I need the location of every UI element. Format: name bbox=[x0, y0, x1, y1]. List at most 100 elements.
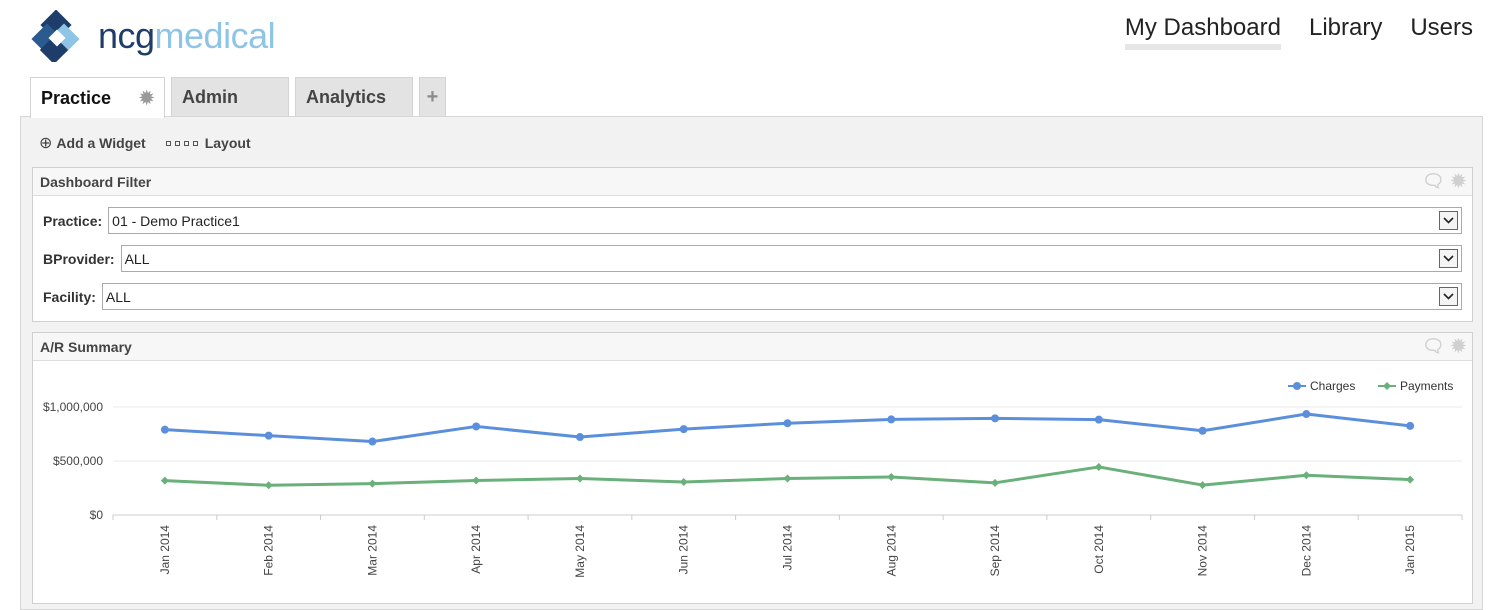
bprovider-select-value: ALL bbox=[124, 250, 150, 267]
gear-icon[interactable]: ✹ bbox=[1450, 171, 1466, 191]
bprovider-label: BProvider: bbox=[43, 250, 115, 267]
data-point-charges bbox=[368, 437, 377, 446]
add-widget-label: Add a Widget bbox=[56, 135, 146, 151]
practice-select-value: 01 - Demo Practice1 bbox=[112, 212, 240, 229]
series-line-charges bbox=[164, 412, 1411, 444]
x-tick-label: Mar 2014 bbox=[365, 525, 379, 576]
nav-my-dashboard[interactable]: My Dashboard bbox=[1124, 14, 1281, 50]
x-tick-label: Aug 2014 bbox=[884, 525, 898, 577]
data-point-payments bbox=[472, 476, 481, 485]
layout-button[interactable]: Layout bbox=[165, 133, 251, 153]
facility-filter-row: Facility: ALL bbox=[43, 283, 1462, 310]
bprovider-filter-row: BProvider: ALL bbox=[43, 245, 1462, 272]
legend-label: Payments bbox=[1400, 379, 1453, 393]
y-tick-label: $0 bbox=[90, 508, 104, 522]
data-point-charges bbox=[1198, 426, 1207, 435]
tab-analytics-label: Analytics bbox=[306, 87, 387, 107]
data-point-charges bbox=[575, 433, 584, 442]
data-point-payments bbox=[1094, 462, 1103, 471]
plus-icon: + bbox=[426, 86, 439, 108]
x-tick-label: Oct 2014 bbox=[1092, 525, 1106, 574]
data-point-charges bbox=[991, 414, 1000, 423]
legend-marker bbox=[1383, 382, 1391, 390]
tab-practice[interactable]: Practice ✹ bbox=[30, 77, 165, 118]
brand-wordmark: ncgmedical bbox=[98, 15, 276, 56]
x-tick-label: Jan 2014 bbox=[158, 525, 172, 575]
tab-admin-label: Admin bbox=[182, 87, 238, 107]
tab-admin[interactable]: Admin bbox=[171, 77, 289, 117]
x-tick-label: Dec 2014 bbox=[1299, 525, 1313, 577]
comment-icon[interactable]: 🗨 bbox=[1422, 336, 1445, 356]
data-point-payments bbox=[1198, 481, 1207, 490]
x-tick-label: Jul 2014 bbox=[781, 525, 795, 571]
facility-select-value: ALL bbox=[105, 288, 131, 305]
layout-label: Layout bbox=[204, 135, 251, 151]
dashboard-panel: ⊕ Add a Widget Layout Dashboard Filter 🗨… bbox=[20, 116, 1483, 610]
dashboard-toolbar: ⊕ Add a Widget Layout bbox=[39, 133, 251, 153]
data-point-charges bbox=[1302, 410, 1311, 419]
practice-filter-row: Practice: 01 - Demo Practice1 bbox=[43, 207, 1462, 234]
dashboard-filter-widget: Dashboard Filter 🗨 ✹ Practice: 01 - Demo… bbox=[32, 167, 1473, 322]
chevron-down-icon[interactable] bbox=[1439, 249, 1458, 268]
data-point-charges bbox=[783, 419, 792, 428]
chevron-down-icon[interactable] bbox=[1439, 211, 1458, 230]
top-navigation: My Dashboard Library Users bbox=[1124, 14, 1473, 50]
legend-label: Charges bbox=[1310, 379, 1355, 393]
brand-part1: ncg bbox=[98, 15, 155, 56]
add-widget-button[interactable]: ⊕ Add a Widget bbox=[39, 133, 146, 153]
ar-summary-widget: A/R Summary 🗨 ✹ $0 $500,000 $1,000,000 Jan … bbox=[32, 332, 1473, 604]
x-tick-label: Feb 2014 bbox=[262, 525, 276, 576]
x-tick-label: Jan 2015 bbox=[1403, 525, 1417, 575]
x-tick-label: Nov 2014 bbox=[1196, 525, 1210, 577]
top-bar: ncgmedical My Dashboard Library Users bbox=[0, 0, 1505, 75]
widget-actions: 🗨 ✹ bbox=[1422, 337, 1466, 355]
x-tick-label: May 2014 bbox=[573, 525, 587, 578]
comment-icon[interactable]: 🗨 bbox=[1422, 171, 1445, 191]
brand-logo[interactable]: ncgmedical bbox=[30, 10, 276, 62]
logo-icon bbox=[31, 10, 80, 62]
nav-library[interactable]: Library bbox=[1308, 14, 1383, 41]
widget-header: Dashboard Filter 🗨 ✹ bbox=[33, 168, 1472, 196]
data-point-charges bbox=[160, 425, 169, 434]
practice-select[interactable]: 01 - Demo Practice1 bbox=[108, 207, 1462, 234]
brand-part2: medical bbox=[154, 15, 276, 56]
data-point-charges bbox=[1406, 421, 1415, 430]
data-point-payments bbox=[368, 479, 377, 488]
practice-label: Practice: bbox=[43, 212, 103, 229]
dashboard-tabs: Practice ✹ Admin Analytics + bbox=[30, 77, 446, 118]
grid-icon bbox=[165, 140, 198, 146]
data-point-charges bbox=[1094, 415, 1103, 424]
data-point-payments bbox=[991, 478, 1000, 487]
data-point-charges bbox=[887, 415, 896, 424]
data-point-charges bbox=[264, 431, 273, 440]
x-tick-label: Sep 2014 bbox=[988, 525, 1002, 577]
plus-circle-icon: ⊕ bbox=[39, 135, 53, 152]
tab-analytics[interactable]: Analytics bbox=[295, 77, 413, 117]
data-point-payments bbox=[1302, 471, 1311, 480]
data-point-payments bbox=[575, 474, 584, 483]
widget-header: A/R Summary 🗨 ✹ bbox=[33, 333, 1472, 361]
facility-select[interactable]: ALL bbox=[101, 283, 1462, 310]
widget-title: Dashboard Filter bbox=[40, 173, 152, 190]
y-tick-label: $1,000,000 bbox=[43, 400, 103, 414]
data-point-payments bbox=[783, 474, 792, 483]
data-point-payments bbox=[887, 472, 896, 481]
data-point-charges bbox=[472, 422, 481, 431]
gear-icon[interactable]: ✹ bbox=[139, 87, 155, 108]
tab-practice-label: Practice bbox=[41, 87, 112, 108]
gear-icon[interactable]: ✹ bbox=[1450, 336, 1466, 356]
facility-label: Facility: bbox=[43, 288, 96, 305]
y-tick-label: $500,000 bbox=[53, 454, 103, 468]
data-point-payments bbox=[160, 476, 169, 485]
add-tab-button[interactable]: + bbox=[419, 77, 446, 117]
bprovider-select[interactable]: ALL bbox=[120, 245, 1462, 272]
x-tick-label: Apr 2014 bbox=[469, 525, 483, 574]
chevron-down-icon[interactable] bbox=[1439, 287, 1458, 306]
ar-summary-chart: $0 $500,000 $1,000,000 Jan 2014 Feb 2014 Mar … bbox=[43, 379, 1463, 578]
data-point-payments bbox=[1406, 475, 1415, 484]
widget-actions: 🗨 ✹ bbox=[1422, 172, 1466, 190]
x-tick-label: Jun 2014 bbox=[677, 525, 691, 575]
data-point-charges bbox=[679, 425, 688, 434]
data-point-payments bbox=[264, 481, 273, 490]
nav-users[interactable]: Users bbox=[1410, 14, 1473, 41]
